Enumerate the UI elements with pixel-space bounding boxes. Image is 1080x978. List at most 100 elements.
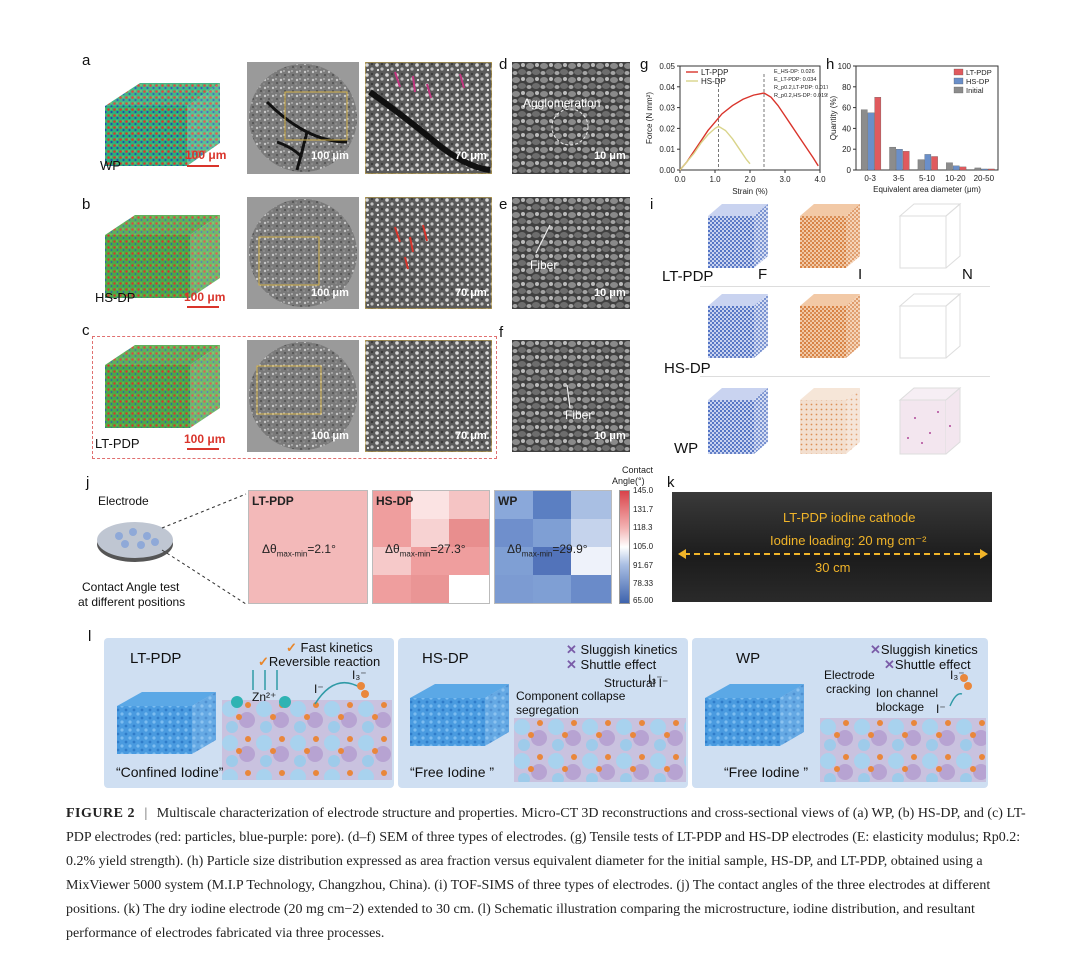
bar-initial-3-5 xyxy=(889,146,896,171)
delta-value: =27.3° xyxy=(430,542,466,556)
l2-x2: ✕ Shuttle effect xyxy=(566,657,656,673)
l3-note4: blockage xyxy=(876,700,925,714)
colorbar-title-1: Contact xyxy=(622,465,654,475)
ca-cell xyxy=(449,519,489,547)
delta-symbol: Δθ xyxy=(507,542,522,556)
bar-lt-pdp-0-3 xyxy=(874,97,882,171)
annotation: R_p0.2,LT-PDP: 0.0177 xyxy=(774,85,828,91)
l3-note3: Ion channel xyxy=(876,686,939,700)
panel-label-i: i xyxy=(650,196,654,213)
x-tick-label: 5-10 xyxy=(919,174,936,183)
l3-ions xyxy=(949,674,972,707)
y-tick-label: 0.02 xyxy=(659,124,675,133)
electrode-label: Electrode xyxy=(98,494,149,508)
tof-sims-grid xyxy=(708,202,962,455)
l1-i: I⁻ xyxy=(314,682,324,696)
ca-cell xyxy=(571,575,611,603)
caption-text: Multiscale characterization of electrode… xyxy=(66,806,1026,941)
i-row-wp: WP xyxy=(674,440,699,457)
bar-hs-dp-20-50 xyxy=(981,168,988,171)
panel-label-k: k xyxy=(667,474,675,491)
y-tick-label: 60 xyxy=(842,104,851,113)
check-icon: ✓ xyxy=(258,654,269,669)
check-text: Reversible reaction xyxy=(268,654,381,669)
row-c-zoom-scale: 70 μm xyxy=(455,430,487,442)
colorbar-tick: 145.0 xyxy=(633,486,654,495)
ca-box-wp xyxy=(494,490,612,604)
cross-text: Shuttle effect xyxy=(580,657,657,672)
row-a-label: WP xyxy=(100,158,121,173)
schematic-foam xyxy=(705,684,804,746)
y-tick-label: 0.00 xyxy=(659,166,675,175)
ca-delta-wp: Δθmax-min=29.9° xyxy=(507,542,588,558)
schematic-bed-art xyxy=(222,700,392,780)
l3-note1: Electrode xyxy=(824,668,875,682)
legend-swatch xyxy=(953,77,964,85)
highlight-box-ltpdp xyxy=(92,336,497,459)
l3-footer: “Free Iodine ” xyxy=(724,764,809,780)
cathode-loading: Iodine loading: 20 mg cm⁻² xyxy=(770,533,927,548)
scale-bar xyxy=(187,306,219,308)
delta-sub: max-min xyxy=(399,549,431,559)
ca-cell xyxy=(449,575,489,603)
iodine-cathode-photo xyxy=(672,492,992,602)
x-tick-label: 20-50 xyxy=(974,174,995,183)
ca-cell xyxy=(411,575,449,603)
caption-label: FIGURE 2 xyxy=(66,806,135,821)
sem-wp xyxy=(512,62,630,174)
x-tick-label: 0.0 xyxy=(674,175,686,184)
panel-label-l: l xyxy=(88,628,92,645)
y-tick-label: 80 xyxy=(842,83,851,92)
panel-label-j: j xyxy=(86,474,90,491)
row-a-micro-scale: 100 μm xyxy=(311,150,349,162)
x-axis-label: Equivalent area diameter (μm) xyxy=(873,185,981,194)
colorbar xyxy=(619,490,630,604)
bar-initial-20-50 xyxy=(974,167,982,171)
l3-ion2: I⁻ xyxy=(936,702,946,716)
delta-value: =2.1° xyxy=(307,542,336,556)
row-c-micro-scale: 100 μm xyxy=(311,430,349,442)
cross-icon: ✕ xyxy=(870,642,881,657)
l1-zn: Zn²⁺ xyxy=(252,690,277,704)
panel-label-h: h xyxy=(826,56,835,73)
y-tick-label: 0.05 xyxy=(659,62,675,71)
bar-hs-dp-5-10 xyxy=(924,154,932,171)
legend-label: Initial xyxy=(966,86,984,95)
l3-title: WP xyxy=(736,650,761,667)
cross-text: Shuttle effect xyxy=(894,657,971,672)
bar-lt-pdp-3-5 xyxy=(902,151,910,171)
sem-fiber-label-e: Fiber xyxy=(530,258,558,272)
y-axis-label: Force (N mm²) xyxy=(645,92,654,144)
colorbar-tick: 118.3 xyxy=(633,523,653,532)
cube-hsdp xyxy=(105,215,220,298)
schematic-bed-art xyxy=(514,718,686,782)
panel-label-c: c xyxy=(82,322,90,339)
l3-note2: cracking xyxy=(826,682,871,696)
annotation: R_p0.2,HS-DP: 0.0195 xyxy=(774,93,828,99)
y-tick-label: 100 xyxy=(838,62,852,71)
cube-wp xyxy=(105,83,220,166)
ca-title-ltpdp: LT-PDP xyxy=(252,494,294,508)
bar-hs-dp-10-20 xyxy=(952,165,960,171)
l1-title: LT-PDP xyxy=(130,650,182,667)
colorbar-tick: 65.00 xyxy=(633,596,654,605)
y-tick-label: 0.04 xyxy=(659,83,675,92)
y-tick-label: 20 xyxy=(842,145,851,154)
x-tick-label: 0-3 xyxy=(864,174,876,183)
y-tick-label: 0.01 xyxy=(659,145,675,154)
sem-agglomeration-label: Agglomeration xyxy=(523,96,601,110)
micro-zoom-hsdp xyxy=(365,197,492,309)
cathode-length: 30 cm xyxy=(815,560,851,575)
ca-cell xyxy=(533,547,571,575)
l3-x2: ✕Shuttle effect xyxy=(884,657,971,673)
panel-label-f: f xyxy=(499,324,504,341)
panel-label-d: d xyxy=(499,56,508,73)
x-tick-label: 4.0 xyxy=(814,175,826,184)
l1-ions xyxy=(231,670,369,708)
electrode-disc xyxy=(97,522,173,562)
l2-title: HS-DP xyxy=(422,650,469,667)
l3-x1: ✕Sluggish kinetics xyxy=(870,642,978,658)
row-b-micro-scale: 100 μm xyxy=(311,287,349,299)
colorbar-title-2: Angle(°) xyxy=(612,476,645,486)
ca-cell xyxy=(495,575,533,603)
